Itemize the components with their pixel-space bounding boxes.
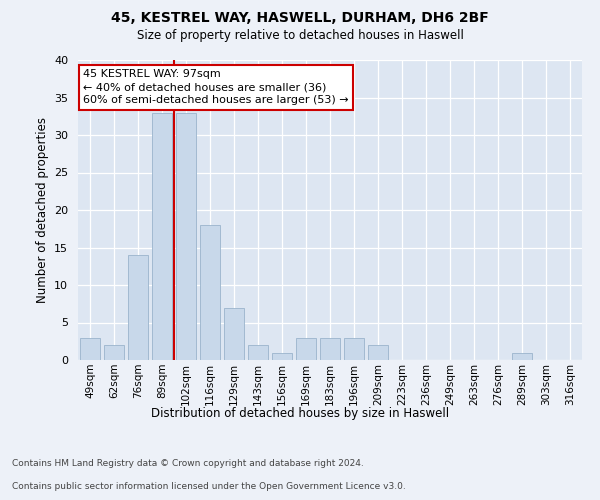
Bar <box>272 352 292 360</box>
Y-axis label: Number of detached properties: Number of detached properties <box>35 117 49 303</box>
Bar <box>224 308 244 360</box>
Bar <box>248 345 268 360</box>
Text: 45, KESTREL WAY, HASWELL, DURHAM, DH6 2BF: 45, KESTREL WAY, HASWELL, DURHAM, DH6 2B… <box>111 12 489 26</box>
Text: Contains HM Land Registry data © Crown copyright and database right 2024.: Contains HM Land Registry data © Crown c… <box>12 458 364 468</box>
Text: Distribution of detached houses by size in Haswell: Distribution of detached houses by size … <box>151 408 449 420</box>
Bar <box>176 112 196 360</box>
Bar <box>512 352 532 360</box>
Text: 45 KESTREL WAY: 97sqm
← 40% of detached houses are smaller (36)
60% of semi-deta: 45 KESTREL WAY: 97sqm ← 40% of detached … <box>83 69 349 106</box>
Bar <box>200 225 220 360</box>
Text: Contains public sector information licensed under the Open Government Licence v3: Contains public sector information licen… <box>12 482 406 491</box>
Bar <box>104 345 124 360</box>
Bar <box>296 338 316 360</box>
Bar <box>128 255 148 360</box>
Text: Size of property relative to detached houses in Haswell: Size of property relative to detached ho… <box>137 29 463 42</box>
Bar <box>80 338 100 360</box>
Bar <box>368 345 388 360</box>
Bar <box>152 112 172 360</box>
Bar <box>320 338 340 360</box>
Bar <box>344 338 364 360</box>
